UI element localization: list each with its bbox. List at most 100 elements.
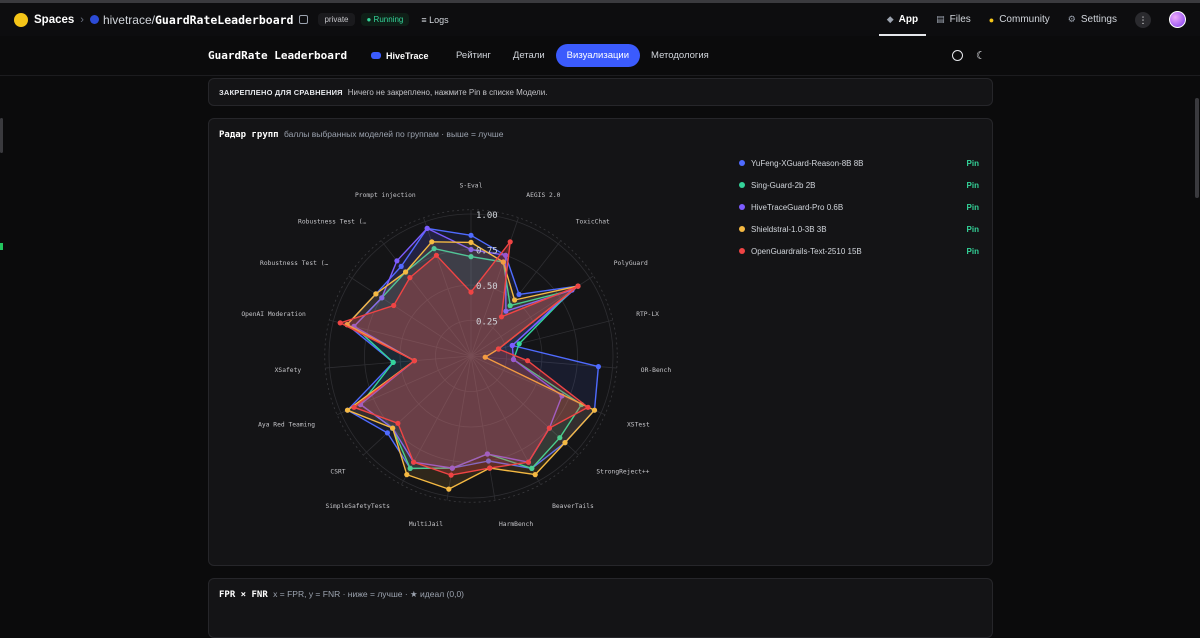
globe-icon[interactable]: [952, 50, 963, 61]
radar-point: [391, 302, 397, 309]
radar-axis-label: PolyGuard: [614, 260, 648, 267]
legend-swatch-icon: [739, 226, 745, 232]
legend-item: HiveTraceGuard-Pro 0.6B Pin: [739, 196, 979, 218]
nav-settings[interactable]: ⚙ Settings: [1068, 3, 1117, 36]
pin-button[interactable]: Pin: [966, 224, 979, 234]
tab-details[interactable]: Детали: [512, 50, 545, 61]
model-legend: YuFeng-XGuard-Reason-8B 8B Pin Sing-Guard-…: [739, 152, 979, 262]
radar-point: [562, 440, 568, 446]
legend-swatch-icon: [739, 204, 745, 210]
radar-point: [468, 239, 474, 245]
tab-visualizations[interactable]: Визуализации: [555, 44, 641, 67]
nav-files[interactable]: ▤ Files: [936, 3, 971, 36]
legend-label: Sing-Guard-2b 2B: [751, 180, 816, 190]
radar-point: [424, 225, 430, 231]
radar-point: [503, 252, 509, 258]
radar-axis-label: OpenAI Moderation: [241, 311, 306, 318]
hugging-face-logo-icon: [14, 12, 28, 27]
radar-point: [468, 246, 474, 253]
radar-point: [557, 435, 563, 441]
pin-button[interactable]: Pin: [966, 246, 979, 256]
pin-button[interactable]: Pin: [966, 180, 979, 190]
radar-point: [449, 465, 455, 471]
radar-point: [431, 246, 437, 252]
more-options-icon[interactable]: ⋮: [1135, 11, 1151, 28]
repo-link[interactable]: GuardRateLeaderboard: [155, 12, 294, 27]
user-avatar[interactable]: [1169, 11, 1186, 28]
page-scrollbar[interactable]: [1195, 98, 1199, 198]
radar-point: [495, 346, 502, 352]
radar-grid-ring: [324, 209, 618, 503]
spaces-label: Spaces: [34, 13, 75, 26]
radar-point: [379, 295, 385, 301]
spaces-link[interactable]: Spaces: [14, 12, 75, 27]
radar-axis-label: StrongReject++: [596, 468, 649, 475]
radar-tick-label: 1.00: [476, 211, 498, 221]
copy-icon[interactable]: [299, 15, 309, 24]
legend-item: OpenGuardrails-Text-2510 15B Pin: [739, 240, 979, 262]
radar-axis-label: SimpleSafetyTests: [325, 503, 390, 510]
radar-point: [394, 258, 400, 264]
radar-point: [516, 341, 522, 347]
nav-community-label: Community: [999, 14, 1050, 25]
radar-axis-label: XSTest: [627, 421, 650, 428]
radar-tick-label: 0.75: [476, 247, 498, 257]
nav-files-label: Files: [949, 14, 971, 25]
hivetrace-brand[interactable]: HiveTrace: [371, 51, 429, 61]
radar-spoke: [363, 355, 472, 456]
radar-point: [500, 259, 506, 265]
tab-rating[interactable]: Рейтинг: [456, 50, 491, 61]
radar-series-line: [339, 241, 589, 476]
radar-axis-label: Robustness Test (…: [260, 260, 328, 267]
community-icon: ●: [988, 14, 995, 25]
radar-point: [509, 342, 515, 349]
radar-point: [446, 486, 452, 492]
radar-point: [484, 451, 490, 457]
radar-axis-label: HarmBench: [499, 521, 533, 528]
radar-point: [525, 459, 531, 465]
radar-point: [429, 239, 435, 245]
logs-button[interactable]: ≡ Logs: [421, 14, 449, 25]
radar-point: [390, 425, 396, 431]
fpr-subtitle: x = FPR, y = FNR · ниже = лучше · ★ идеа…: [273, 589, 464, 599]
status-indicator: [0, 243, 3, 250]
radar-tick-label: 0.25: [476, 318, 498, 328]
space-nav: ◆ App ▤ Files ● Community ⚙ Settings ⋮: [878, 3, 1186, 36]
radar-axis-label: RTP-LX: [636, 311, 659, 318]
radar-axis-label: AEGIS 2.0: [526, 192, 560, 199]
left-scrollbar[interactable]: [0, 118, 3, 153]
files-icon: ▤: [936, 14, 945, 24]
nav-app[interactable]: ◆ App: [878, 3, 927, 36]
radar-point: [487, 465, 493, 471]
legend-label: YuFeng-XGuard-Reason-8B 8B: [751, 158, 864, 168]
fpr-panel-header: FPR × FNR x = FPR, y = FNR · ниже = лучш…: [219, 589, 464, 600]
radar-subtitle: баллы выбранных моделей по группам · выш…: [283, 129, 504, 139]
tab-bar: Рейтинг Детали Визуализации Методология: [445, 44, 720, 67]
legend-swatch-icon: [739, 248, 745, 254]
breadcrumb: hivetrace/GuardRateLeaderboard: [103, 13, 294, 27]
fpr-title: FPR × FNR: [219, 590, 268, 600]
moon-icon[interactable]: ☾: [976, 50, 986, 62]
radar-point: [507, 303, 513, 309]
radar-panel: Радар групп баллы выбранных моделей по г…: [208, 118, 993, 566]
breadcrumb-slash: /: [151, 12, 155, 27]
tab-methodology[interactable]: Методология: [651, 50, 709, 61]
radar-point: [529, 465, 535, 471]
legend-swatch-icon: [739, 160, 745, 166]
pinned-text: Ничего не закреплено, нажмите Pin в спис…: [347, 87, 548, 97]
pinned-comparison-panel: ЗАКРЕПЛЕНО ДЛЯ СРАВНЕНИЯ Ничего не закре…: [208, 78, 993, 106]
org-link[interactable]: hivetrace: [102, 12, 152, 27]
radar-point: [585, 404, 591, 410]
radar-spoke: [348, 275, 472, 357]
radar-axis-label: MultiJail: [409, 521, 443, 528]
page-title: GuardRate Leaderboard: [208, 49, 348, 62]
radar-point: [398, 263, 404, 269]
nav-community[interactable]: ● Community: [989, 3, 1050, 36]
radar-point: [507, 239, 513, 245]
radar-chart: 0.25 0.50 0.75 1.00 S-Eval AEGIS 2.0 ToxicChat…: [241, 183, 671, 528]
pin-button[interactable]: Pin: [966, 158, 979, 168]
radar-point: [407, 275, 413, 281]
pin-button[interactable]: Pin: [966, 202, 979, 212]
radar-tick-label: 0.50: [476, 282, 498, 292]
radar-point: [575, 283, 581, 289]
